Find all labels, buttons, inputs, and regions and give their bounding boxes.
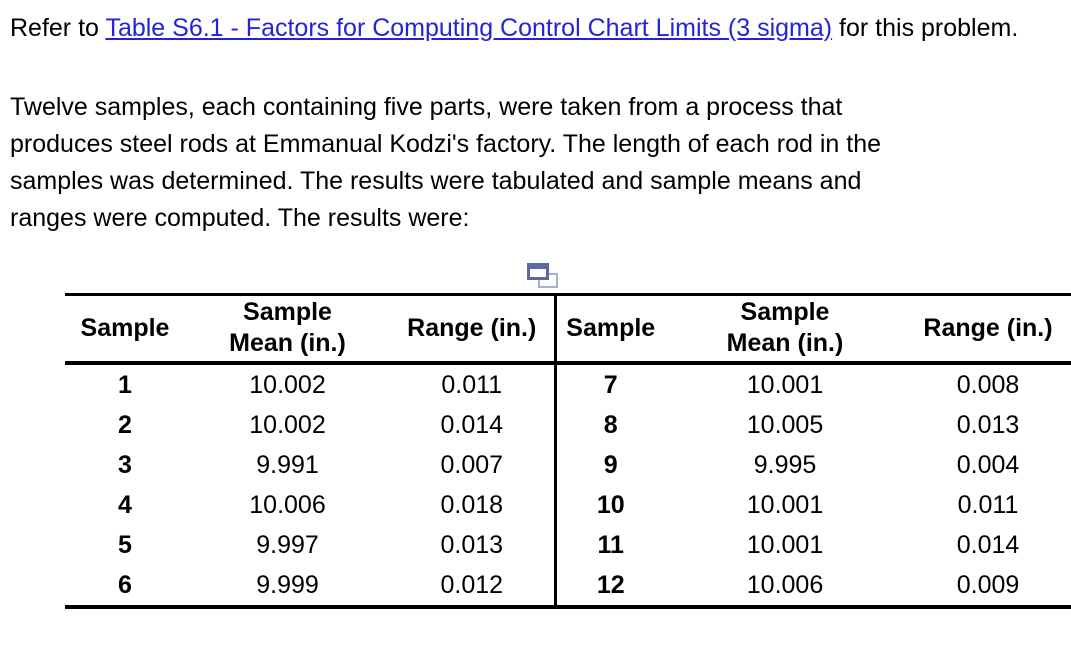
- intro-suffix: for this problem.: [832, 14, 1019, 42]
- cell-mean: 9.999: [256, 570, 319, 599]
- cell-mean: 10.005: [746, 410, 824, 439]
- problem-statement: Twelve samples, each containing five par…: [10, 93, 881, 232]
- cell-mean: 10.001: [746, 530, 824, 559]
- cell-sample: 9: [553, 444, 665, 485]
- cell-range: 0.011: [957, 490, 1019, 519]
- col-header-mean-right: Sample Mean (in.): [665, 294, 905, 365]
- table-header: Sample Sample Mean (in.) Range (in.) Sam…: [65, 294, 1071, 365]
- col-header-sample-left: Sample: [65, 294, 185, 365]
- table-area: Sample Sample Mean (in.) Range (in.) Sam…: [65, 263, 1071, 609]
- cell-mean: 10.002: [249, 410, 326, 439]
- cell-sample: 4: [118, 490, 132, 519]
- cell-mean: 10.001: [746, 490, 824, 519]
- cell-sample: 6: [118, 570, 132, 599]
- col-header-mean-left: Sample Mean (in.): [185, 294, 390, 365]
- front-window-shape: [527, 263, 549, 280]
- cell-sample: 1: [118, 370, 132, 399]
- cell-sample: 8: [553, 404, 665, 445]
- cell-range: 0.011: [441, 370, 503, 399]
- cell-mean: 10.006: [746, 570, 824, 599]
- duplicate-window-icon[interactable]: [527, 263, 559, 290]
- table-s6-link[interactable]: Table S6.1 - Factors for Computing Contr…: [105, 14, 833, 42]
- cell-range: 0.013: [956, 410, 1020, 439]
- cell-range: 0.018: [440, 490, 504, 519]
- table-row: 5 9.997 0.013 11 10.001 0.014: [65, 524, 1071, 565]
- cell-mean: 10.001: [746, 370, 824, 399]
- cell-range: 0.014: [440, 410, 504, 439]
- cell-range: 0.009: [956, 570, 1020, 599]
- cell-range: 0.014: [956, 530, 1020, 559]
- table-row: 4 10.006 0.018 10 10.001 0.011: [65, 484, 1071, 525]
- cell-range: 0.008: [956, 370, 1020, 399]
- cell-sample: 5: [118, 530, 132, 559]
- cell-mean: 10.006: [249, 490, 326, 519]
- col-header-mean-left-label: Sample Mean (in.): [229, 298, 346, 358]
- table-row: 6 9.999 0.012 12 10.006 0.009: [65, 564, 1071, 607]
- cell-mean: 9.995: [753, 450, 817, 479]
- samples-table: Sample Sample Mean (in.) Range (in.) Sam…: [65, 293, 1071, 609]
- cell-range: 0.007: [440, 450, 504, 479]
- col-header-mean-right-label: Sample Mean (in.): [726, 298, 844, 358]
- cell-sample: 12: [553, 564, 665, 607]
- table-row: 3 9.991 0.007 9 9.995 0.004: [65, 444, 1071, 485]
- table-toolbar: [65, 263, 1071, 293]
- cell-sample: 2: [118, 410, 132, 439]
- problem-document: Refer to Table S6.1 - Factors for Comput…: [10, 10, 1071, 609]
- cell-range: 0.013: [440, 530, 504, 559]
- col-header-range-right: Range (in.): [905, 294, 1071, 365]
- cell-mean: 10.002: [249, 370, 326, 399]
- cell-sample: 7: [553, 362, 665, 405]
- intro-prefix: Refer to: [10, 14, 106, 42]
- table-row: 2 10.002 0.014 8 10.005 0.013: [65, 404, 1071, 445]
- col-header-sample-right: Sample: [553, 294, 665, 365]
- col-header-range-left: Range (in.): [390, 294, 555, 365]
- cell-range: 0.004: [956, 450, 1020, 479]
- table-row: 1 10.002 0.011 7 10.001 0.008: [65, 362, 1071, 405]
- cell-range: 0.012: [440, 570, 504, 599]
- intro-paragraph: Refer to Table S6.1 - Factors for Comput…: [10, 10, 1050, 47]
- cell-mean: 9.997: [256, 530, 319, 559]
- cell-mean: 9.991: [256, 450, 319, 479]
- cell-sample: 3: [118, 450, 132, 479]
- table-body: 1 10.002 0.011 7 10.001 0.008 2 10.002 0…: [65, 362, 1071, 607]
- cell-sample: 10: [553, 484, 665, 525]
- cell-sample: 11: [553, 524, 665, 565]
- header-row: Sample Sample Mean (in.) Range (in.) Sam…: [65, 294, 1071, 365]
